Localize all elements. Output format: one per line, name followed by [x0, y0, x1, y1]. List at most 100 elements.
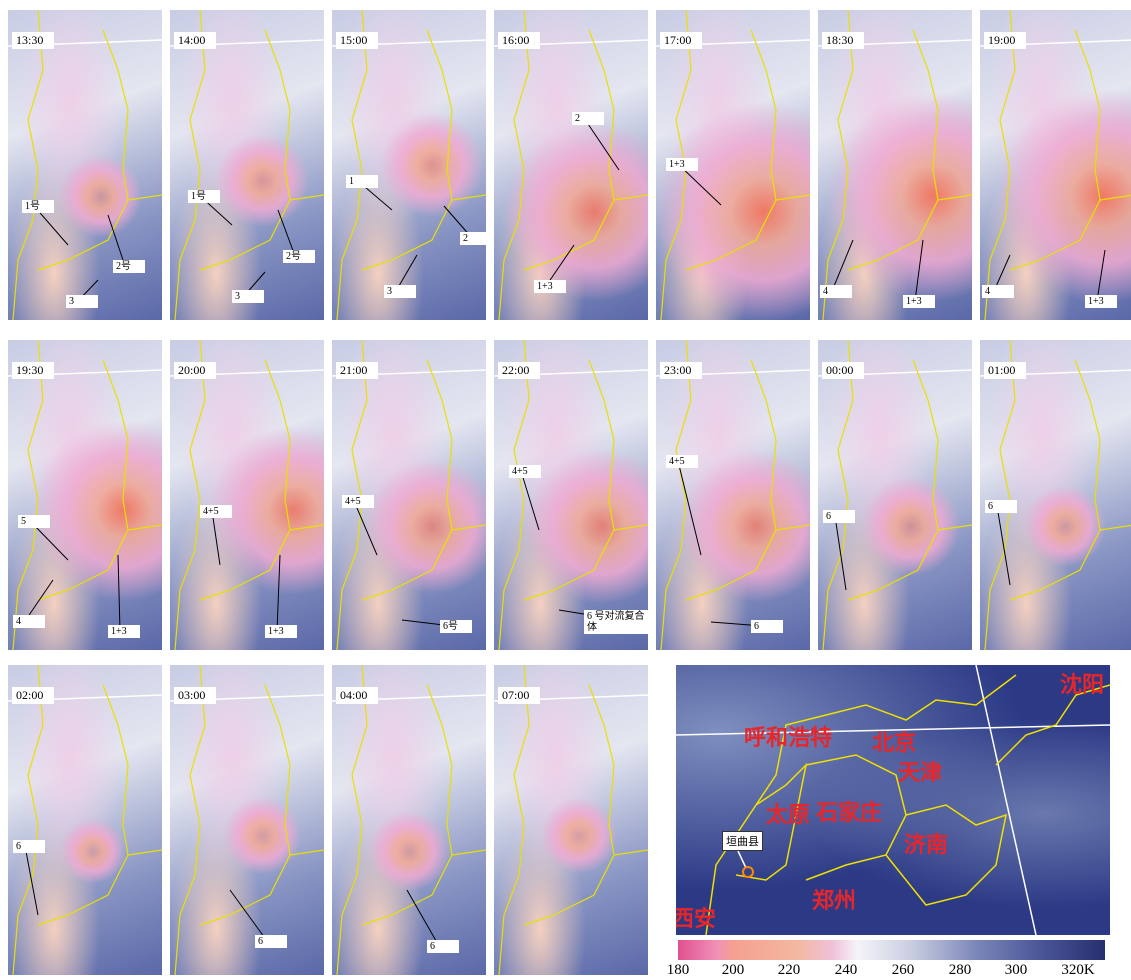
time-label: 13:30: [12, 32, 54, 49]
satellite-panel: 23:004+56: [656, 340, 810, 650]
time-label: 03:00: [174, 687, 216, 704]
time-label: 16:00: [498, 32, 540, 49]
colorbar-tick: 180: [667, 962, 690, 979]
panel-overlay: [332, 10, 486, 320]
boundary: [128, 195, 162, 200]
boundary: [175, 10, 205, 320]
boundary: [985, 10, 1015, 320]
county-marker: [743, 867, 753, 877]
panel-overlay: [170, 665, 324, 975]
annotation-arrow: [835, 516, 846, 590]
panel-overlay: [818, 10, 972, 320]
panel-overlay: [8, 10, 162, 320]
annotation-label: 1+3: [666, 158, 698, 171]
boundary: [128, 525, 162, 530]
annotation-label: 6: [823, 510, 855, 523]
time-label: 00:00: [822, 362, 864, 379]
annotation-label: 6号: [440, 620, 472, 633]
boundary: [337, 10, 367, 320]
satellite-panel: 00:00 6: [818, 340, 972, 650]
boundary: [128, 850, 162, 855]
annotation-label: 2号: [113, 260, 145, 273]
annotation-label: 4: [982, 285, 1014, 298]
annotation-arrow: [25, 846, 38, 915]
annotation-label: 1+3: [265, 625, 297, 638]
county-label: 垣曲县: [722, 831, 763, 851]
annotation-label: 6: [985, 500, 1017, 513]
boundary: [938, 195, 972, 200]
colorbar-tick: 280: [949, 962, 972, 979]
panel-overlay: [980, 10, 1131, 320]
annotation-label: 2: [572, 112, 604, 125]
boundary: [452, 850, 486, 855]
boundary: [1100, 525, 1131, 530]
boundary: [848, 30, 938, 270]
annotation-arrow: [1097, 250, 1105, 301]
annotation-label: 4: [820, 285, 852, 298]
time-label: 01:00: [984, 362, 1026, 379]
annotation-label: 1: [346, 175, 378, 188]
annotation-arrow: [230, 890, 267, 941]
annotation-label: 1号: [188, 190, 220, 203]
panel-overlay: [656, 340, 810, 650]
boundary: [1010, 30, 1100, 270]
boundary: [290, 525, 324, 530]
boundary: [985, 340, 1015, 650]
boundary: [823, 340, 853, 650]
boundary: [452, 195, 486, 200]
boundary: [452, 525, 486, 530]
boundary: [175, 665, 205, 975]
colorbar-tick: 200: [722, 962, 745, 979]
arrow: [738, 851, 746, 868]
colorbar-tick: 220: [778, 962, 801, 979]
boundary: [938, 525, 972, 530]
time-label: 18:30: [822, 32, 864, 49]
boundary: [499, 665, 529, 975]
annotation-label: 1+3: [1085, 295, 1117, 308]
annotation-label: 6: [751, 620, 783, 633]
boundary: [524, 685, 614, 925]
time-label: 23:00: [660, 362, 702, 379]
panel-overlay: [8, 665, 162, 975]
annotation-label: 4+5: [342, 495, 374, 508]
annotation-arrow: [584, 118, 619, 170]
boundary: [823, 10, 853, 320]
annotation-arrow: [118, 555, 120, 631]
boundary: [499, 10, 529, 320]
boundary: [362, 360, 452, 600]
map-lines: [676, 665, 1110, 935]
boundary: [362, 30, 452, 270]
annotation-label: 6: [13, 840, 45, 853]
boundary: [200, 685, 290, 925]
boundary: [337, 665, 367, 975]
colorbar: [678, 940, 1105, 960]
boundary: [776, 195, 810, 200]
annotation-label: 2号: [283, 250, 315, 263]
annotation-label: 4+5: [509, 465, 541, 478]
annotation-arrow: [915, 240, 923, 301]
boundary: [686, 30, 776, 270]
annotation-label: 2: [460, 232, 486, 245]
graticule: [976, 665, 1036, 935]
annotation-label: 3: [384, 285, 416, 298]
annotation-label: 3: [66, 295, 98, 308]
annotation-label: 6 号对流复合体: [584, 610, 648, 634]
panel-overlay: [8, 340, 162, 650]
city-label: 北京: [872, 725, 916, 757]
satellite-panel: 21:004+56号: [332, 340, 486, 650]
annotation-arrow: [277, 555, 280, 631]
panel-overlay: [494, 10, 648, 320]
panel-overlay: [818, 340, 972, 650]
boundary: [38, 685, 128, 925]
panel-overlay: [494, 665, 648, 975]
time-label: 07:00: [498, 687, 540, 704]
time-label: 20:00: [174, 362, 216, 379]
satellite-panel: 01:00 6: [980, 340, 1131, 650]
boundary: [686, 360, 776, 600]
